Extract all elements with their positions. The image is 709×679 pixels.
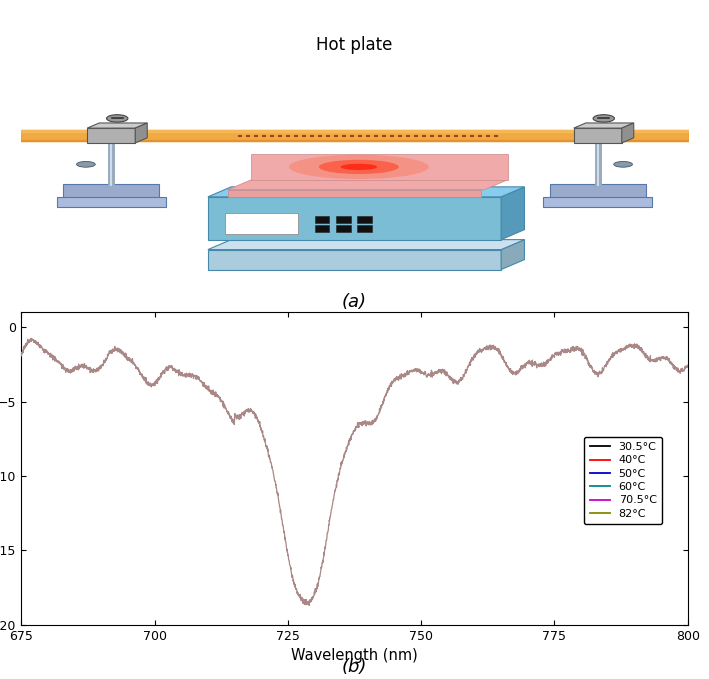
- FancyBboxPatch shape: [228, 189, 481, 197]
- FancyBboxPatch shape: [357, 225, 372, 232]
- Polygon shape: [208, 240, 525, 250]
- Ellipse shape: [614, 162, 632, 167]
- Ellipse shape: [77, 162, 95, 167]
- Polygon shape: [87, 123, 147, 128]
- Polygon shape: [501, 187, 525, 240]
- Text: (b): (b): [342, 657, 367, 676]
- FancyBboxPatch shape: [574, 128, 622, 143]
- FancyBboxPatch shape: [357, 216, 372, 223]
- Ellipse shape: [289, 155, 429, 179]
- Polygon shape: [622, 123, 634, 143]
- Legend: 30.5°C, 40°C, 50°C, 60°C, 70.5°C, 82°C: 30.5°C, 40°C, 50°C, 60°C, 70.5°C, 82°C: [584, 437, 662, 524]
- Polygon shape: [135, 123, 147, 143]
- Text: (a): (a): [342, 293, 367, 311]
- FancyBboxPatch shape: [225, 213, 298, 234]
- Ellipse shape: [106, 115, 128, 122]
- Polygon shape: [501, 240, 525, 270]
- FancyBboxPatch shape: [336, 216, 350, 223]
- Polygon shape: [208, 187, 525, 197]
- Ellipse shape: [593, 115, 615, 122]
- FancyBboxPatch shape: [315, 225, 329, 232]
- FancyBboxPatch shape: [336, 225, 350, 232]
- Polygon shape: [228, 180, 508, 189]
- Polygon shape: [574, 123, 634, 128]
- Text: Hot plate: Hot plate: [316, 36, 393, 54]
- FancyBboxPatch shape: [208, 197, 501, 240]
- Polygon shape: [251, 154, 508, 180]
- FancyBboxPatch shape: [63, 184, 160, 198]
- FancyBboxPatch shape: [87, 128, 135, 143]
- FancyBboxPatch shape: [543, 198, 652, 206]
- FancyBboxPatch shape: [208, 250, 501, 270]
- X-axis label: Wavelength (nm): Wavelength (nm): [291, 648, 418, 663]
- Ellipse shape: [319, 160, 399, 174]
- Ellipse shape: [340, 164, 377, 170]
- FancyBboxPatch shape: [549, 184, 646, 198]
- FancyBboxPatch shape: [315, 216, 329, 223]
- FancyBboxPatch shape: [57, 198, 166, 206]
